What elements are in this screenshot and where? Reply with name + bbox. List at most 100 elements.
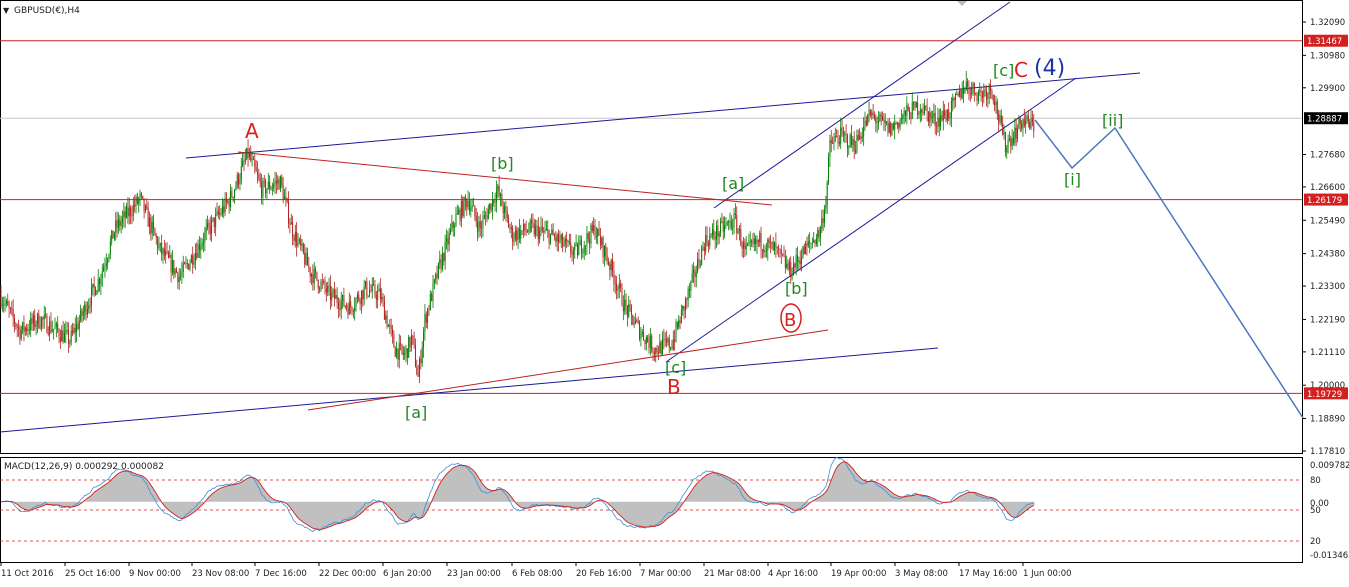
candle-body — [284, 196, 285, 201]
wave-label-four: (4) — [1034, 56, 1065, 81]
candle-body — [562, 234, 564, 247]
candle-body — [986, 91, 987, 100]
candle-body — [323, 280, 325, 282]
time-tick-label: 3 May 08:00 — [895, 569, 948, 579]
candle-body — [837, 137, 839, 142]
candle-body — [80, 309, 82, 321]
candle-body — [128, 207, 130, 217]
macd-tick-label: 20 — [1310, 537, 1321, 547]
candle-body — [841, 127, 843, 132]
rising-channel-top[interactable] — [713, 1, 1011, 209]
candle-body — [1015, 127, 1017, 139]
current-price-badge — [1304, 112, 1348, 125]
candle-body — [914, 102, 916, 108]
menu-arrow-icon[interactable]: ▼ — [3, 6, 10, 15]
candle-body — [63, 332, 65, 343]
candle-body — [813, 240, 815, 243]
candle-body — [151, 221, 153, 234]
candle-body — [400, 343, 402, 345]
lower-channel-line[interactable] — [0, 347, 939, 433]
candle-body — [197, 244, 199, 258]
candle-body — [795, 255, 797, 268]
candle-body — [1017, 128, 1019, 139]
candle-body — [680, 309, 682, 324]
wave-label-c-second: [c] — [993, 61, 1014, 80]
candle-body — [797, 255, 798, 262]
candle-body — [120, 221, 122, 226]
candle-body — [171, 260, 173, 273]
candle-body — [467, 200, 469, 208]
candle-body — [979, 90, 981, 93]
rising-channel-bottom[interactable] — [665, 77, 1077, 363]
candle-body — [608, 261, 609, 265]
time-tick-label: 20 Feb 16:00 — [576, 569, 632, 579]
candle-body — [859, 135, 861, 140]
candle-body — [367, 295, 369, 297]
candle-body — [1018, 117, 1020, 129]
red-trendline-bottom[interactable] — [307, 329, 829, 411]
candle-body — [266, 188, 268, 194]
candle-body — [864, 120, 866, 128]
candle-body — [545, 229, 547, 231]
candle-body — [477, 222, 479, 232]
candle-body — [995, 101, 997, 106]
macd-tick-label: 0.00 — [1310, 499, 1329, 509]
candle-body — [701, 247, 703, 266]
candle-body — [537, 225, 539, 240]
candle-body — [319, 288, 321, 290]
candle-body — [105, 263, 107, 267]
candle-body — [999, 115, 1001, 123]
candle-body — [810, 243, 812, 244]
candle-body — [622, 305, 624, 312]
candle-body — [374, 284, 376, 296]
time-tick-label: 23 Nov 08:00 — [192, 569, 249, 579]
candle-body — [144, 205, 146, 212]
candle-body — [394, 347, 396, 357]
candle-body — [383, 301, 385, 320]
candle-body — [173, 260, 175, 275]
candle-body — [31, 318, 33, 324]
candle-body — [738, 228, 740, 232]
candle-body — [127, 206, 129, 217]
candle-body — [682, 306, 684, 310]
candle-body — [78, 320, 80, 329]
candle-body — [925, 105, 927, 108]
candle-body — [713, 229, 715, 237]
candle-body — [1022, 119, 1024, 129]
candle-body — [47, 332, 49, 334]
wave-label-a-first: [a] — [405, 403, 427, 422]
candle-body — [431, 293, 433, 302]
candle-body — [239, 179, 241, 185]
candle-body — [423, 331, 425, 348]
red-trendline-top[interactable] — [237, 151, 773, 206]
candle-body — [234, 189, 236, 198]
candle-body — [379, 288, 381, 300]
candle-body — [36, 313, 38, 325]
candle-body — [196, 252, 198, 258]
candle-body — [32, 315, 34, 324]
candle-body — [498, 185, 500, 197]
candle-body — [522, 223, 524, 231]
candle-body — [572, 250, 574, 256]
candle-body — [331, 292, 333, 301]
candle-body — [182, 263, 184, 272]
candle-body — [397, 348, 399, 360]
candle-body — [443, 253, 445, 262]
candle-body — [448, 233, 450, 245]
candle-body — [342, 295, 344, 301]
candle-body — [740, 228, 742, 246]
candle-body — [344, 305, 346, 307]
candle-body — [73, 327, 75, 333]
candle-body — [576, 243, 578, 256]
candle-body — [984, 90, 986, 92]
candle-body — [285, 196, 287, 199]
candle-body — [39, 326, 41, 328]
candle-body — [598, 228, 600, 236]
candle-body — [676, 322, 678, 328]
candle-body — [15, 323, 17, 327]
candle-body — [716, 225, 717, 240]
candle-body — [980, 90, 982, 93]
candle-body — [138, 198, 140, 204]
candle-body — [929, 112, 931, 122]
candle-body — [123, 211, 125, 218]
